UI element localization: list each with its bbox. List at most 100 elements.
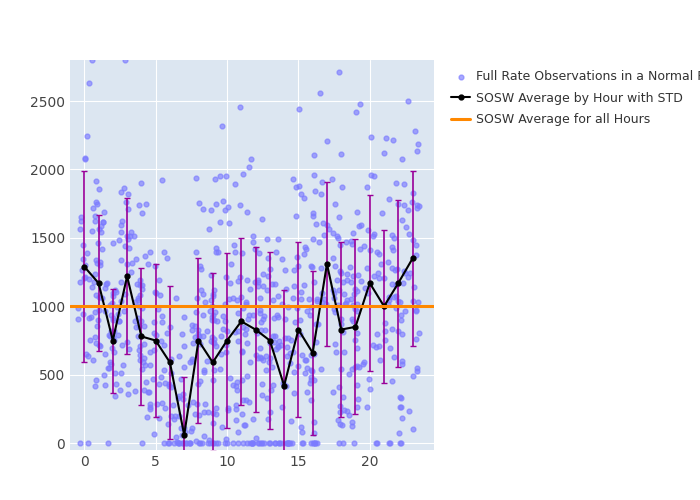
Full Rate Observations in a Normal Point <box>273 338 284 345</box>
SOSW Average by Hour with STD <box>166 360 174 366</box>
Full Rate Observations in a Normal Point <box>155 338 167 345</box>
Full Rate Observations in a Normal Point <box>160 379 171 387</box>
Full Rate Observations in a Normal Point <box>386 230 397 238</box>
Full Rate Observations in a Normal Point <box>184 439 195 447</box>
Full Rate Observations in a Normal Point <box>178 424 190 432</box>
Full Rate Observations in a Normal Point <box>397 330 408 338</box>
Full Rate Observations in a Normal Point <box>317 218 328 226</box>
Full Rate Observations in a Normal Point <box>244 284 256 292</box>
Full Rate Observations in a Normal Point <box>91 200 102 208</box>
Full Rate Observations in a Normal Point <box>165 383 176 391</box>
Full Rate Observations in a Normal Point <box>95 228 106 236</box>
Full Rate Observations in a Normal Point <box>174 439 185 447</box>
Full Rate Observations in a Normal Point <box>186 424 197 432</box>
Full Rate Observations in a Normal Point <box>168 401 179 409</box>
Full Rate Observations in a Normal Point <box>121 338 132 346</box>
Full Rate Observations in a Normal Point <box>376 209 387 217</box>
Full Rate Observations in a Normal Point <box>410 336 421 344</box>
Full Rate Observations in a Normal Point <box>190 436 202 444</box>
Full Rate Observations in a Normal Point <box>322 220 333 228</box>
Full Rate Observations in a Normal Point <box>138 340 149 348</box>
Full Rate Observations in a Normal Point <box>308 418 319 426</box>
Full Rate Observations in a Normal Point <box>302 388 313 396</box>
Full Rate Observations in a Normal Point <box>274 439 285 447</box>
Full Rate Observations in a Normal Point <box>330 340 341 348</box>
SOSW Average for all Hours <box>80 304 88 310</box>
Full Rate Observations in a Normal Point <box>309 429 320 437</box>
Full Rate Observations in a Normal Point <box>207 338 218 346</box>
Full Rate Observations in a Normal Point <box>351 300 363 308</box>
Full Rate Observations in a Normal Point <box>410 306 421 314</box>
Full Rate Observations in a Normal Point <box>308 350 319 358</box>
Full Rate Observations in a Normal Point <box>153 380 164 388</box>
Full Rate Observations in a Normal Point <box>352 272 363 280</box>
Full Rate Observations in a Normal Point <box>334 382 345 390</box>
Full Rate Observations in a Normal Point <box>351 362 363 370</box>
Full Rate Observations in a Normal Point <box>272 313 284 321</box>
Full Rate Observations in a Normal Point <box>262 254 273 262</box>
Full Rate Observations in a Normal Point <box>237 410 248 418</box>
SOSW Average by Hour with STD <box>108 338 117 344</box>
Full Rate Observations in a Normal Point <box>107 316 118 324</box>
Full Rate Observations in a Normal Point <box>306 263 317 271</box>
SOSW Average by Hour with STD <box>94 280 103 286</box>
Full Rate Observations in a Normal Point <box>354 364 365 372</box>
Full Rate Observations in a Normal Point <box>237 304 248 312</box>
Full Rate Observations in a Normal Point <box>202 327 213 335</box>
Full Rate Observations in a Normal Point <box>193 380 204 388</box>
SOSW Average by Hour with STD <box>123 273 132 279</box>
Full Rate Observations in a Normal Point <box>329 294 340 302</box>
Full Rate Observations in a Normal Point <box>134 351 146 359</box>
Full Rate Observations in a Normal Point <box>348 290 359 298</box>
Full Rate Observations in a Normal Point <box>372 248 383 256</box>
Full Rate Observations in a Normal Point <box>220 348 232 356</box>
Full Rate Observations in a Normal Point <box>256 439 267 447</box>
Full Rate Observations in a Normal Point <box>289 368 300 376</box>
Full Rate Observations in a Normal Point <box>237 250 248 258</box>
Full Rate Observations in a Normal Point <box>123 244 134 252</box>
Full Rate Observations in a Normal Point <box>341 408 352 416</box>
Full Rate Observations in a Normal Point <box>258 315 269 323</box>
Full Rate Observations in a Normal Point <box>330 348 342 356</box>
SOSW Average by Hour with STD <box>137 334 146 340</box>
Full Rate Observations in a Normal Point <box>279 266 290 274</box>
Full Rate Observations in a Normal Point <box>398 279 409 287</box>
Full Rate Observations in a Normal Point <box>159 248 170 256</box>
Full Rate Observations in a Normal Point <box>134 342 146 349</box>
Full Rate Observations in a Normal Point <box>309 171 320 179</box>
Full Rate Observations in a Normal Point <box>264 439 275 447</box>
Full Rate Observations in a Normal Point <box>276 300 288 308</box>
Full Rate Observations in a Normal Point <box>392 265 403 273</box>
Full Rate Observations in a Normal Point <box>176 430 188 438</box>
Full Rate Observations in a Normal Point <box>236 376 247 384</box>
Full Rate Observations in a Normal Point <box>279 334 290 342</box>
Full Rate Observations in a Normal Point <box>186 326 197 334</box>
Full Rate Observations in a Normal Point <box>346 418 358 426</box>
Legend: Full Rate Observations in a Normal Point, SOSW Average by Hour with STD, SOSW Av: Full Rate Observations in a Normal Point… <box>447 66 700 130</box>
Full Rate Observations in a Normal Point <box>334 420 345 428</box>
SOSW Average by Hour with STD <box>351 324 360 330</box>
Full Rate Observations in a Normal Point <box>261 286 272 294</box>
Full Rate Observations in a Normal Point <box>332 302 343 310</box>
Full Rate Observations in a Normal Point <box>133 302 144 310</box>
Full Rate Observations in a Normal Point <box>237 346 248 354</box>
Full Rate Observations in a Normal Point <box>137 358 148 366</box>
Full Rate Observations in a Normal Point <box>395 402 407 410</box>
Full Rate Observations in a Normal Point <box>208 335 219 343</box>
Full Rate Observations in a Normal Point <box>132 332 144 340</box>
Full Rate Observations in a Normal Point <box>284 358 295 366</box>
Full Rate Observations in a Normal Point <box>335 320 346 328</box>
Full Rate Observations in a Normal Point <box>94 342 106 350</box>
Full Rate Observations in a Normal Point <box>342 276 353 283</box>
SOSW Average by Hour with STD <box>223 338 231 344</box>
Full Rate Observations in a Normal Point <box>190 410 201 418</box>
SOSW Average by Hour with STD <box>80 264 88 270</box>
Full Rate Observations in a Normal Point <box>213 248 224 256</box>
Full Rate Observations in a Normal Point <box>132 280 143 288</box>
Full Rate Observations in a Normal Point <box>351 403 363 411</box>
Full Rate Observations in a Normal Point <box>79 272 90 280</box>
Full Rate Observations in a Normal Point <box>275 439 286 447</box>
Full Rate Observations in a Normal Point <box>177 390 188 398</box>
Full Rate Observations in a Normal Point <box>347 300 358 308</box>
Full Rate Observations in a Normal Point <box>309 186 321 194</box>
